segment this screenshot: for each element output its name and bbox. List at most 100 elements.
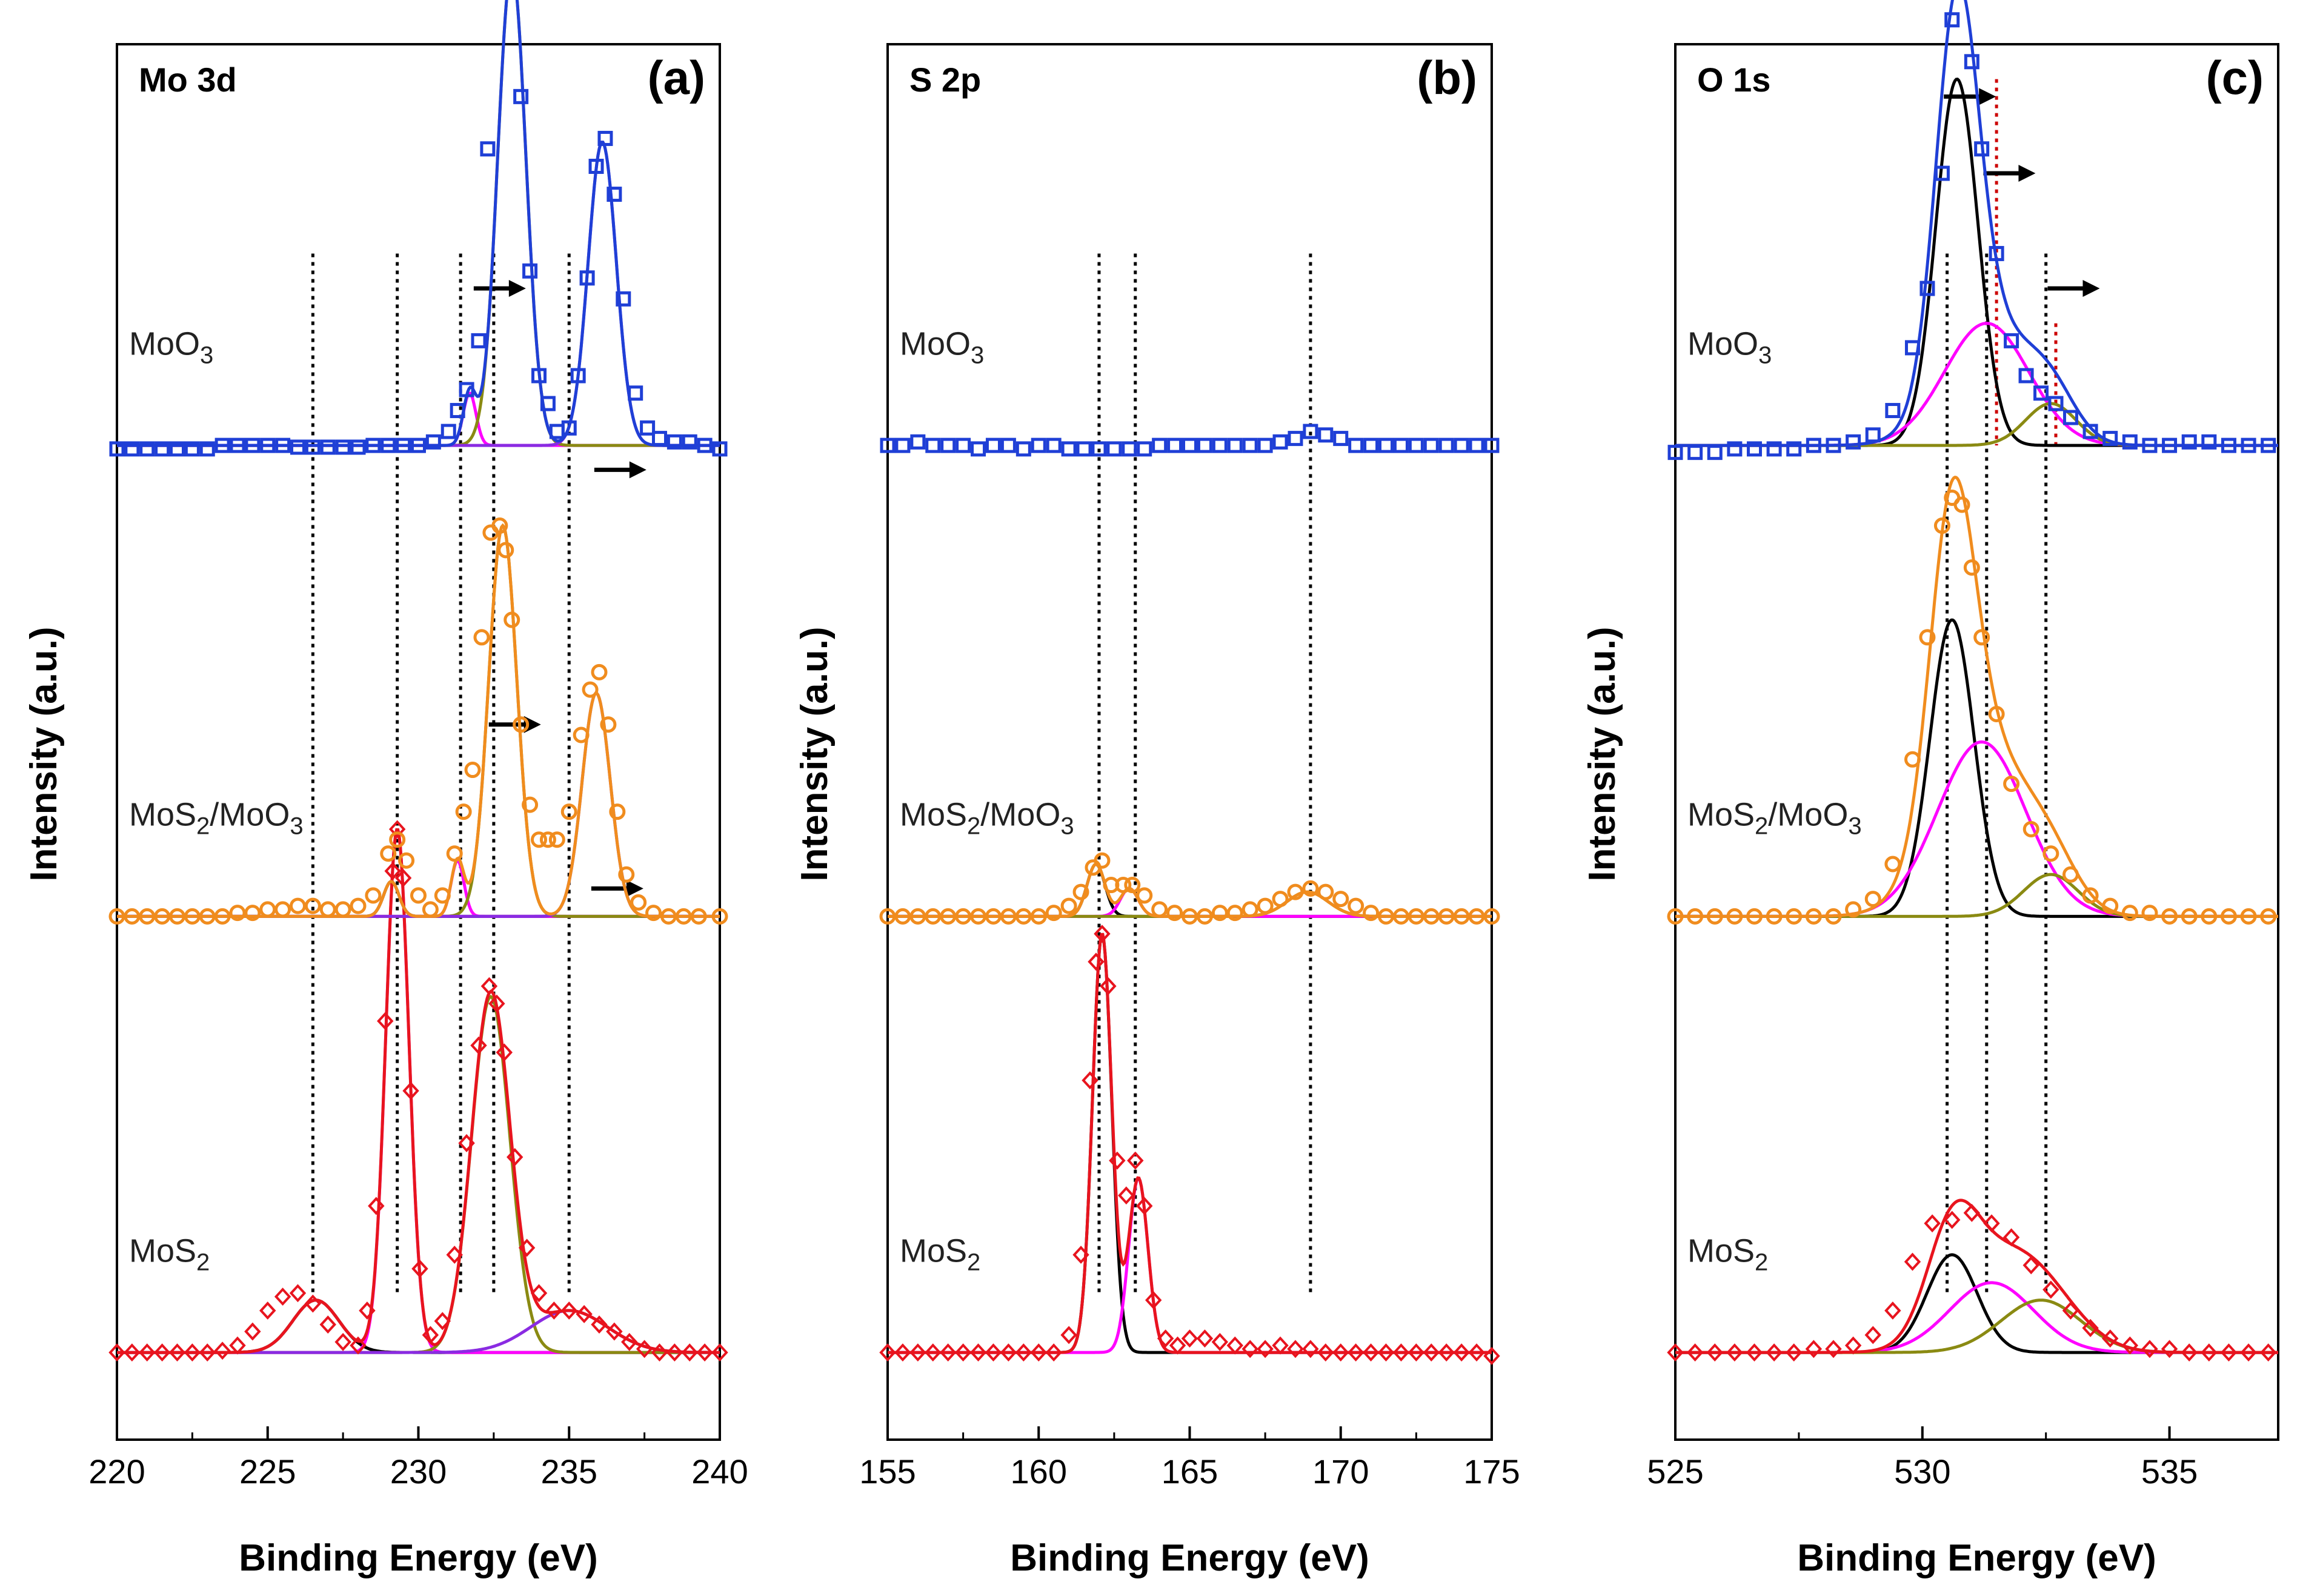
data-point — [1825, 1340, 1842, 1358]
data-point — [359, 1302, 376, 1320]
data-point — [473, 629, 490, 646]
x-axis-label: Binding Energy (eV) — [1797, 1537, 2156, 1579]
sample-label-tail: /MoO — [210, 797, 290, 833]
data-point — [2201, 434, 2217, 450]
data-point — [1423, 1343, 1440, 1362]
data-point — [1227, 437, 1243, 453]
data-point — [169, 908, 185, 925]
data-point — [2022, 1256, 2039, 1275]
data-point — [434, 1312, 451, 1331]
data-point — [1438, 1343, 1455, 1362]
data-point — [229, 905, 246, 922]
component-peak — [888, 890, 1492, 918]
data-point — [274, 901, 291, 918]
data-point — [1408, 437, 1424, 453]
data-point — [513, 716, 530, 733]
shift-arrow-head — [626, 880, 643, 897]
data-point — [1805, 1340, 1823, 1358]
data-point — [1983, 1214, 2000, 1232]
data-point — [1825, 908, 1842, 925]
data-point — [539, 831, 556, 848]
panel-label: (b) — [1417, 51, 1477, 104]
data-point — [579, 270, 595, 286]
data-point — [480, 141, 496, 157]
sample-label-sub: 2 — [967, 813, 980, 840]
data-point — [636, 1340, 653, 1358]
data-point — [1348, 437, 1364, 453]
data-point — [690, 908, 707, 925]
data-point — [1864, 1326, 1881, 1345]
data-point — [380, 845, 397, 862]
data-point — [1363, 437, 1379, 453]
data-point — [2142, 437, 2158, 453]
data-point — [2121, 1336, 2139, 1355]
sample-label-sub: 3 — [200, 342, 213, 368]
data-point — [531, 368, 547, 384]
data-point — [1786, 1343, 1803, 1362]
data-point — [304, 1294, 322, 1313]
data-point — [2221, 437, 2236, 453]
data-point — [2161, 908, 2178, 925]
data-point — [2062, 866, 2079, 883]
data-point — [1115, 877, 1132, 894]
data-point — [1989, 245, 2004, 261]
data-point — [2220, 1343, 2238, 1362]
data-point — [2018, 368, 2034, 384]
data-point — [530, 1284, 548, 1303]
data-point — [1272, 1336, 1289, 1355]
x-axis-label: Binding Energy (eV) — [239, 1537, 597, 1579]
sample-label-main: MoO — [900, 325, 971, 362]
sample-label-sub2: 3 — [290, 813, 303, 840]
data-point — [711, 1343, 728, 1362]
data-point — [1094, 925, 1111, 943]
sample-label-main: MoS — [129, 1232, 196, 1269]
data-point — [464, 762, 481, 779]
data-point — [1332, 1343, 1349, 1362]
data-point — [1151, 901, 1168, 918]
data-point — [214, 908, 231, 925]
sample-label-sub: 2 — [196, 1249, 210, 1275]
data-point — [1317, 883, 1334, 900]
data-point — [124, 441, 140, 457]
sample-label: MoS2 — [1687, 1232, 1768, 1275]
data-point — [640, 420, 656, 436]
data-point — [1088, 953, 1105, 971]
data-point — [545, 1302, 563, 1320]
data-point — [1378, 908, 1395, 925]
envelope-fit — [888, 933, 1492, 1354]
data-point — [1726, 1343, 1743, 1362]
data-point — [2003, 776, 2020, 793]
data-point — [1072, 883, 1089, 900]
series-mos2: MoS2 — [108, 820, 728, 1362]
data-point — [1924, 1214, 1941, 1232]
data-point — [1377, 1343, 1395, 1362]
sample-label-sub: 3 — [1758, 342, 1772, 368]
data-point — [199, 908, 216, 925]
data-point — [1302, 1340, 1319, 1358]
data-point — [2121, 905, 2138, 922]
data-point — [606, 1322, 623, 1341]
panel-title: O 1s — [1697, 61, 1770, 99]
data-point — [244, 905, 261, 922]
data-point — [377, 1012, 394, 1031]
data-point — [540, 396, 556, 411]
data-point — [2181, 434, 2197, 450]
y-axis-label: Intensity (a.u.) — [23, 627, 65, 881]
x-tick-label: 165 — [1162, 1452, 1218, 1491]
data-point — [1333, 431, 1349, 447]
envelope-fit — [1675, 475, 2278, 918]
sample-label-sub2: 3 — [1848, 813, 1861, 840]
shift-arrow-head — [508, 280, 526, 298]
data-point — [1469, 437, 1484, 453]
data-point — [1974, 141, 1990, 157]
data-point — [411, 437, 426, 453]
data-point — [1211, 905, 1228, 922]
data-point — [422, 901, 439, 918]
data-point — [2261, 437, 2276, 453]
data-point — [411, 1259, 428, 1278]
data-point — [1226, 905, 1243, 922]
sample-label-sub: 2 — [1755, 1249, 1768, 1275]
data-point — [1707, 445, 1723, 461]
data-point — [1884, 1302, 1901, 1320]
data-point — [925, 437, 941, 453]
